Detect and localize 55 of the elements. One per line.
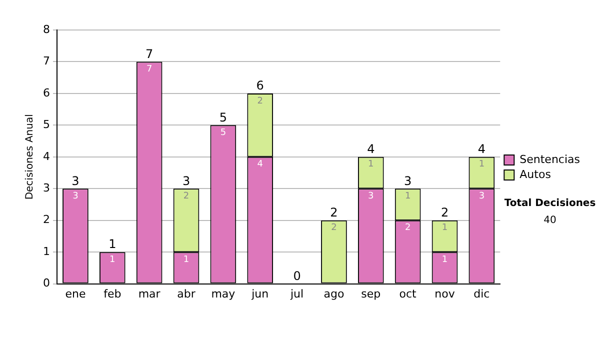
data-label: 1 bbox=[368, 160, 374, 170]
total-label: 3 bbox=[404, 174, 412, 188]
data-label: 3 bbox=[72, 191, 78, 202]
data-label: 1 bbox=[110, 254, 116, 265]
data-label: 3 bbox=[478, 191, 485, 202]
x-tick-label: nov bbox=[434, 287, 456, 300]
y-tick-label: 6 bbox=[43, 86, 50, 100]
total-label: 0 bbox=[293, 268, 301, 283]
x-tick-label: feb bbox=[104, 287, 122, 300]
y-tick-label: 3 bbox=[43, 181, 50, 194]
text: Total Decisiones bbox=[503, 198, 597, 209]
y-axis-title: Decisiones Anual bbox=[24, 114, 36, 200]
data-label: 4 bbox=[257, 160, 264, 170]
x-tick-label: sep bbox=[361, 287, 381, 300]
y-tick-label: 5 bbox=[43, 118, 50, 132]
total-label: 7 bbox=[146, 46, 154, 61]
total-label: 2 bbox=[440, 205, 449, 220]
y-tick-label: 7 bbox=[43, 54, 50, 68]
legend-label: Autos bbox=[520, 168, 552, 181]
x-tick-label: oct bbox=[399, 287, 418, 300]
x-tick-label: mar bbox=[138, 287, 161, 300]
y-tick-label: 2 bbox=[43, 213, 50, 226]
data-label: 2 bbox=[404, 223, 411, 234]
x-tick-label: jul bbox=[289, 287, 304, 300]
x-tick-label: abr bbox=[177, 287, 196, 300]
total-label: 1 bbox=[108, 237, 116, 252]
total-label: 5 bbox=[219, 110, 227, 124]
total-label: 4 bbox=[478, 142, 486, 156]
y-tick-label: 1 bbox=[43, 244, 50, 258]
y-tick-label: 8 bbox=[43, 22, 50, 36]
x-tick-label: jun bbox=[250, 287, 269, 300]
data-label: 2 bbox=[183, 191, 190, 202]
y-tick-label: 0 bbox=[43, 276, 50, 290]
data-label: 5 bbox=[220, 128, 226, 138]
legend-label: Sentencias bbox=[520, 152, 580, 166]
data-label: 1 bbox=[442, 223, 448, 234]
x-tick-label: dic bbox=[474, 287, 490, 300]
data-label: 7 bbox=[146, 64, 152, 75]
text: 40 bbox=[542, 215, 558, 226]
data-label: 2 bbox=[257, 96, 263, 106]
data-label: 1 bbox=[478, 160, 485, 170]
total-label: 6 bbox=[256, 78, 264, 93]
data-label: 3 bbox=[368, 191, 374, 202]
total-label: 2 bbox=[330, 205, 338, 220]
total-label: 3 bbox=[72, 174, 80, 188]
data-label: 1 bbox=[442, 254, 448, 265]
total-label: 4 bbox=[367, 142, 375, 156]
x-tick-label: ago bbox=[324, 287, 344, 300]
total-label: 3 bbox=[182, 174, 190, 188]
data-label: 1 bbox=[183, 254, 190, 265]
data-label: 1 bbox=[404, 191, 411, 202]
data-label: 2 bbox=[331, 223, 337, 234]
x-tick-label: ene bbox=[65, 287, 86, 300]
x-tick-label: may bbox=[211, 287, 236, 300]
y-tick-label: 4 bbox=[43, 150, 50, 163]
